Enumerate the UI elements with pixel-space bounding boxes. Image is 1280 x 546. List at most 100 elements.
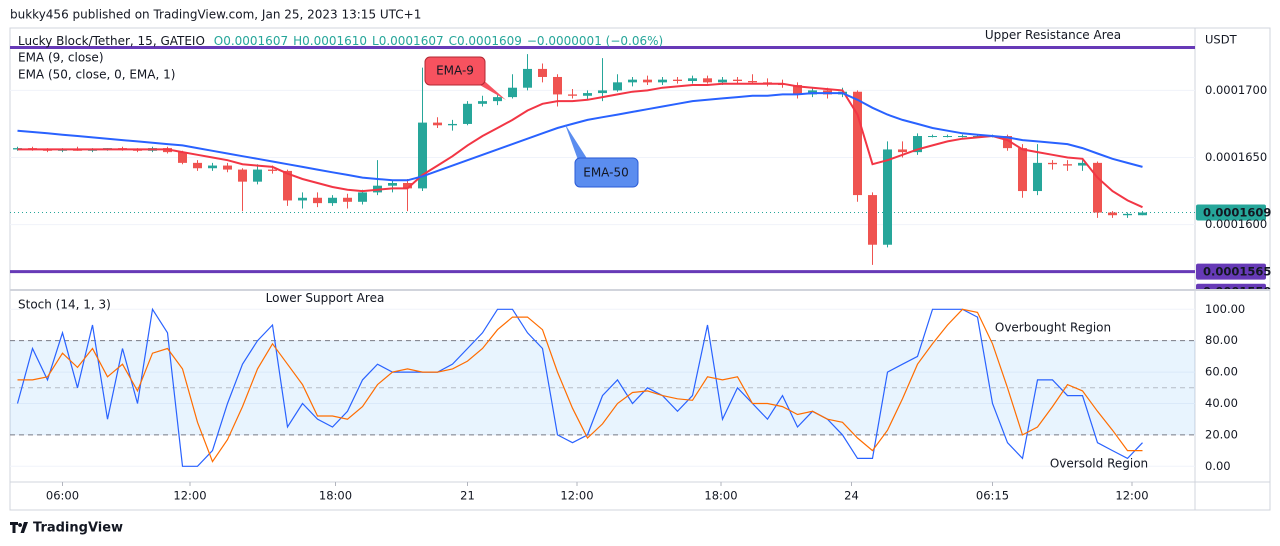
candle-body [1078,162,1087,166]
series-line [17,82,1143,209]
candle-body [868,195,877,245]
candle-body [898,149,907,153]
level-label: Lower Support Area [266,291,385,305]
y-tick-label: 20.00 [1205,427,1238,441]
symbol-title: Lucky Block/Tether, 15, GATEIO [18,34,205,48]
candle-body [538,68,547,77]
x-tick-label: 18:00 [704,489,737,503]
series-line [16,307,1143,467]
annotation: Overbought Region [995,321,1111,335]
candle-body [523,68,532,88]
candle-body [793,85,802,95]
x-tick-label: 18:00 [319,489,352,503]
callout-text: EMA-50 [583,166,628,180]
candle-body [478,101,487,104]
legend: Lucky Block/Tether, 15, GATEIO O0.000160… [18,34,663,48]
price-marker [1196,263,1266,280]
candle-body [928,136,937,138]
candle-body [613,82,622,91]
candle-body [343,197,352,202]
x-tick-label: 12:00 [1115,489,1148,503]
price-marker [1196,283,1266,289]
candle-body [1108,212,1117,216]
header: bukky456 published on TradingView.com, J… [10,8,421,22]
candle-body [1063,164,1072,166]
x-tick-label: 06:00 [46,489,79,503]
candle-body [688,78,697,81]
x-tick-label: 21 [460,489,475,503]
candle-body [703,78,712,83]
candle-body [463,103,472,124]
logo: TradingView [10,521,123,536]
candle-body [268,169,277,171]
candle-body [193,162,202,169]
candle-body [208,165,217,169]
frame [9,27,1271,511]
candle-body [388,183,397,186]
candle-body [643,79,652,83]
stoch-title: Stoch (14, 1, 3) [18,298,111,312]
x-tick-label: 06:15 [976,489,1009,503]
y-tick-label: 0.0001700 [1205,83,1267,97]
candle-body [403,183,412,189]
candle-body [283,170,292,201]
candle-body [718,79,727,83]
candle-body [568,94,577,96]
callout-box [574,157,639,188]
series-line [17,308,1143,463]
ohlc-value: C0.0001609 [449,34,522,48]
legend-ema9: EMA (9, close) [18,51,104,65]
stoch-pane [10,307,1195,467]
annotation: Oversold Region [1050,457,1148,471]
y-tick-label: 40.00 [1205,396,1238,410]
price-marker [1196,204,1266,221]
candle-body [943,136,952,138]
price-marker-label: 0.0001565 [1203,265,1271,279]
callout-pointer [565,124,588,160]
candle-body [433,122,442,126]
series-line [17,92,1143,182]
candle-body [358,192,367,202]
candle-body [223,165,232,170]
candle-body [1093,162,1102,213]
candle-body [508,87,517,98]
candle-body [733,79,742,81]
band [10,340,1195,435]
candle-body [1048,162,1057,165]
candle-body [583,93,592,96]
ema50-callout: EMA-50 [565,124,639,188]
candle-body [748,81,757,83]
candle-body [628,79,637,83]
candle-body [178,152,187,163]
y-tick-label: 0.0001650 [1205,150,1267,164]
callout-pointer [478,78,506,100]
candle-body [448,123,457,126]
candle-body [238,169,247,182]
candle-body [958,136,967,138]
candle-body [673,79,682,81]
logo-text: TradingView [33,521,123,536]
x-tick-label: 12:00 [173,489,206,503]
candle-body [418,122,427,189]
candle-body [553,76,562,95]
candle-body [313,197,322,204]
candle-body [1123,213,1132,216]
y-tick-label: 100.00 [1205,302,1245,316]
candle-body [883,149,892,245]
level-label: Upper Resistance Area [985,28,1121,42]
logo-mark [10,522,28,533]
price-pane [10,45,1195,274]
candle-body [853,91,862,196]
candle-body [1018,148,1027,192]
price-markers: 0.0001609 0.0001565 0.0001550 [1196,204,1271,289]
candle-body [658,79,667,83]
price-marker-label: 0.0001609 [1203,206,1271,220]
y-tick-label: 60.00 [1205,365,1238,379]
callout-text: EMA-9 [436,64,474,78]
candle-body [598,90,607,94]
y-tick-label: 0.00 [1205,459,1231,473]
candle-body [1003,136,1012,149]
legend-ema50: EMA (50, close, 0, EMA, 1) [18,68,175,82]
axis-unit: USDT [1205,33,1238,47]
